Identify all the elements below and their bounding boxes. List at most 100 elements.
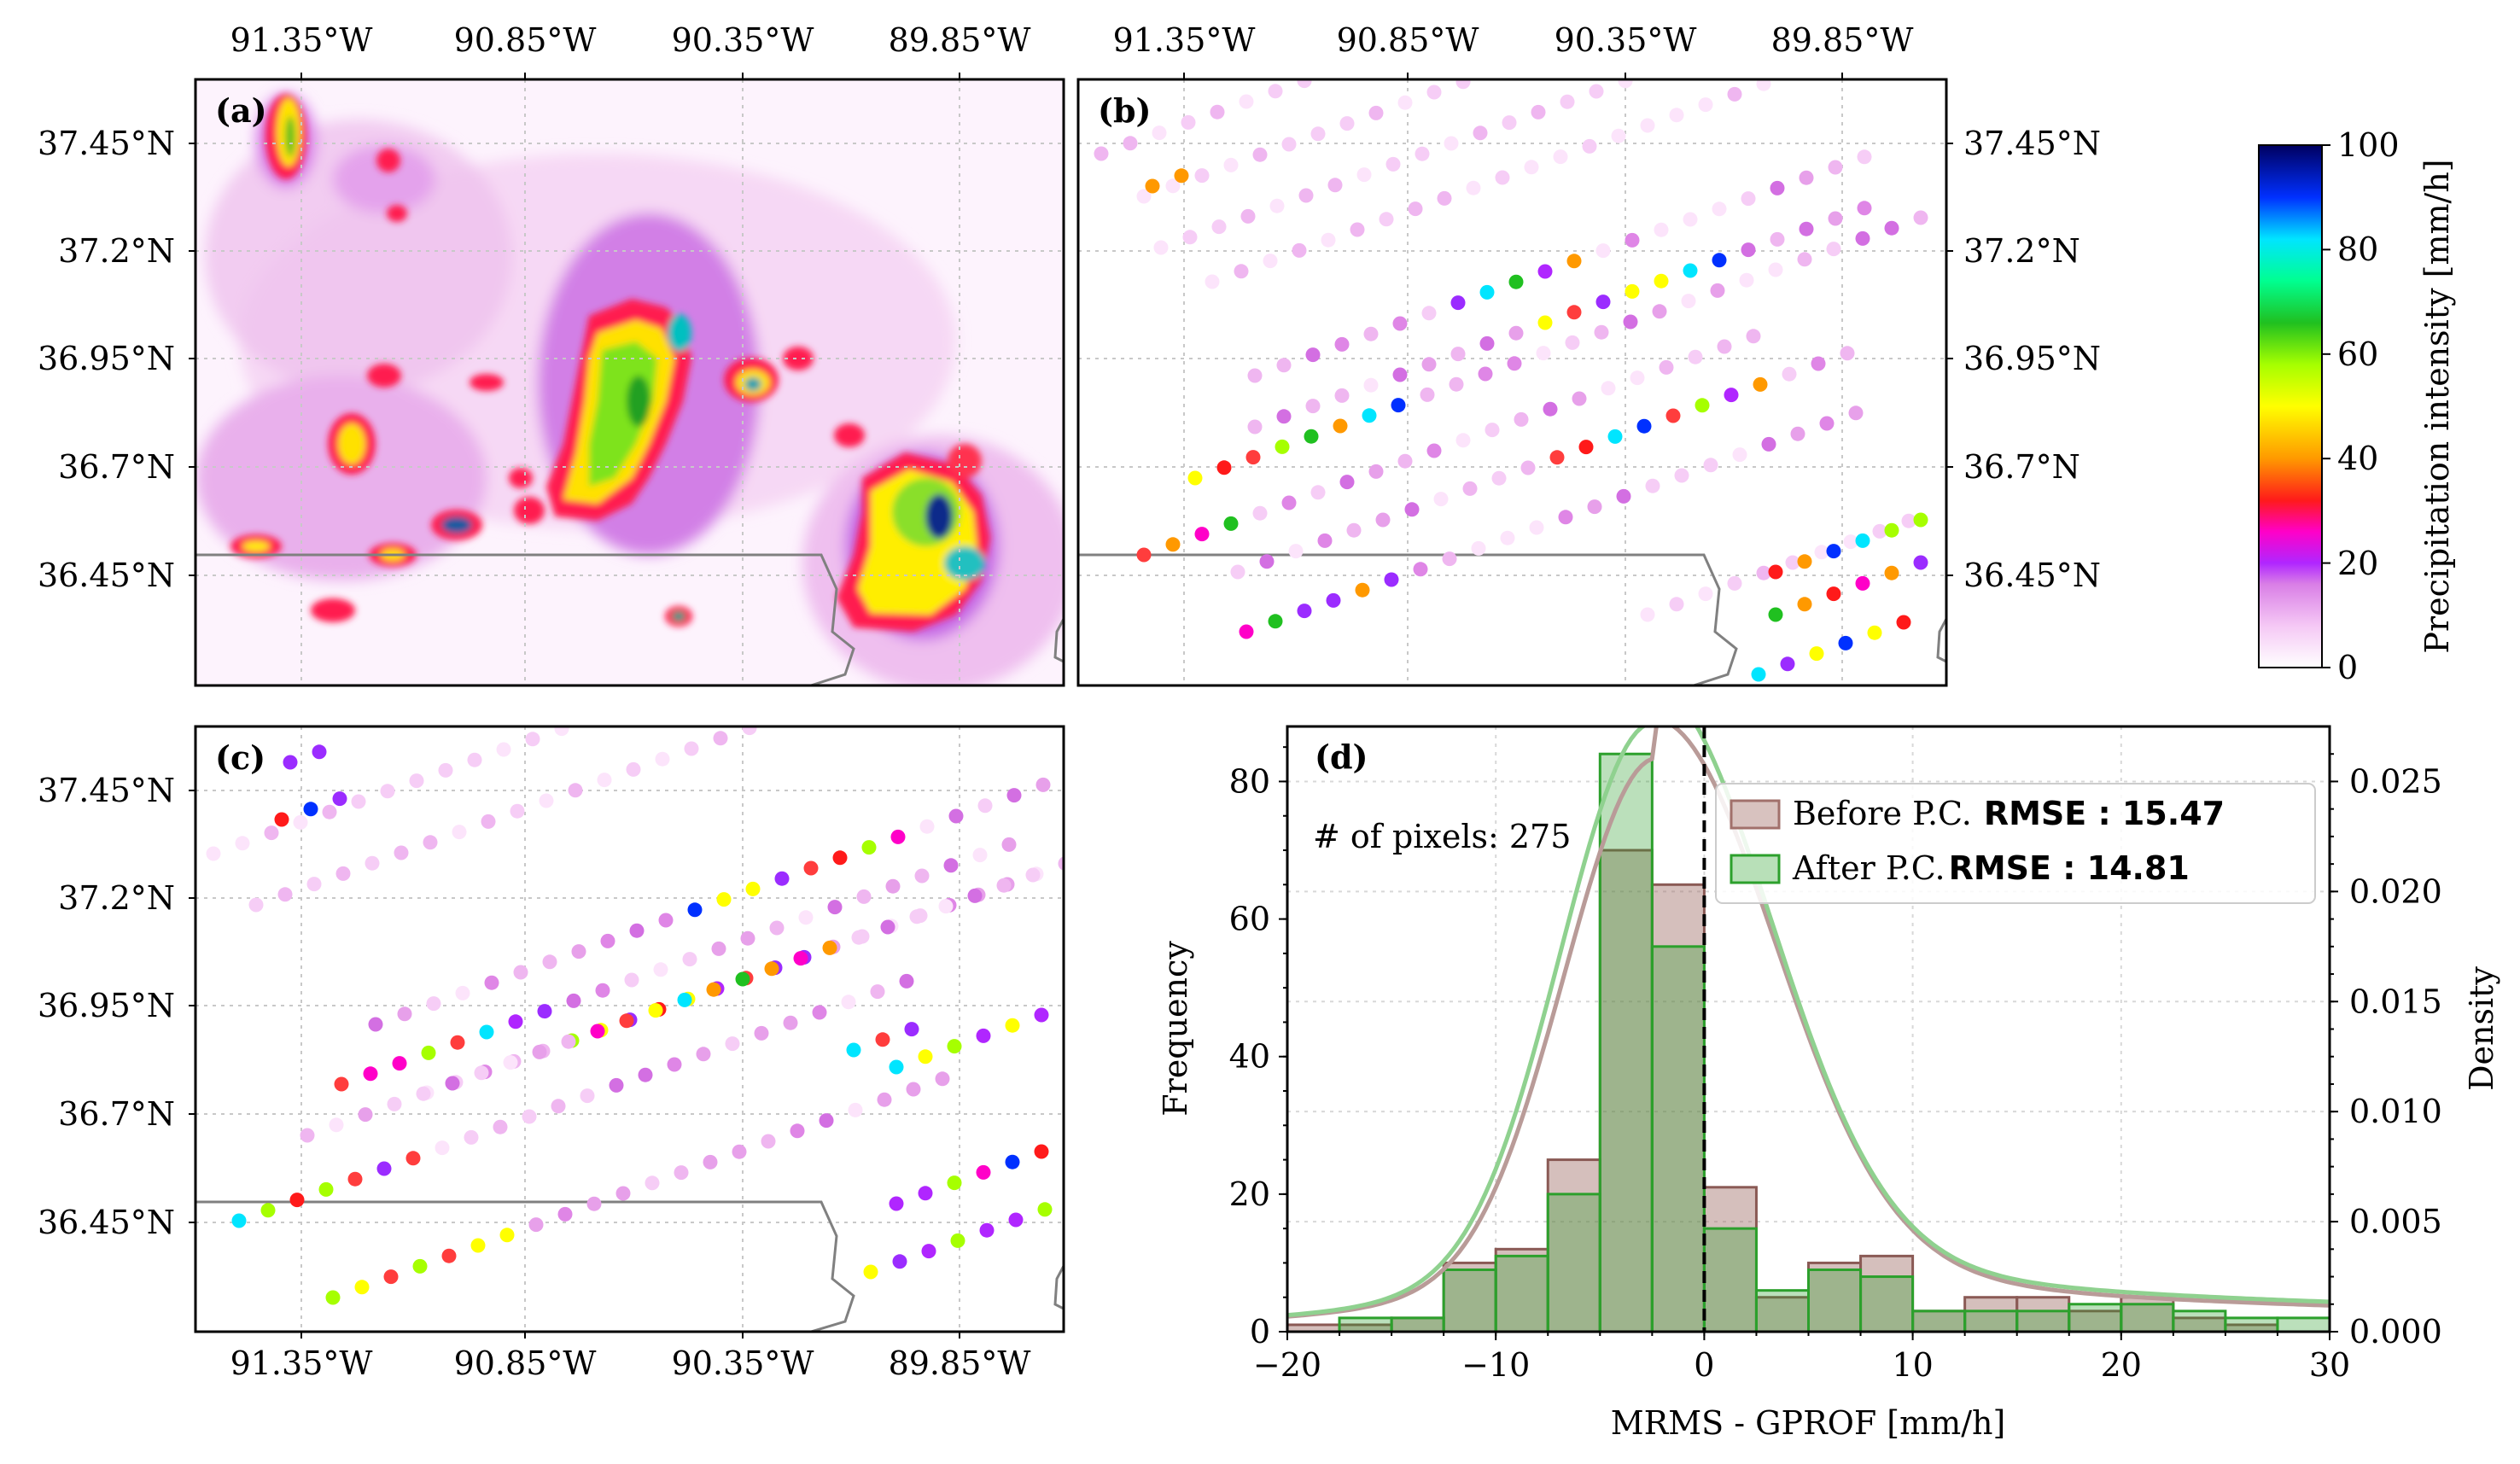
pixel-dot (1240, 208, 1256, 224)
pixel-dot (571, 944, 586, 959)
legend-swatch-before (1730, 799, 1781, 830)
pixel-dot (1780, 656, 1795, 672)
pixel-dot (1216, 460, 1232, 475)
pixel-dot (1165, 537, 1181, 552)
a-ytick-1: 37.45°N (38, 125, 175, 162)
pixel-dot (1462, 481, 1478, 496)
after-bar-4 (1494, 1254, 1549, 1332)
pixel-dot (1485, 423, 1500, 438)
pixel-dot (1205, 274, 1220, 289)
pixel-dot (1268, 84, 1283, 99)
pixel-dot (1123, 136, 1138, 151)
pixel-dot (613, 701, 627, 715)
pixel-dot (1623, 314, 1638, 330)
before-bar-4 (1494, 1247, 1549, 1332)
pixel-dot (450, 1035, 465, 1050)
pixel-dot (1732, 447, 1747, 463)
pixel-dot (783, 1015, 798, 1030)
pixel-dot (1281, 137, 1297, 152)
pixel-dot (619, 1013, 634, 1029)
pixel-dot (947, 1175, 962, 1191)
pixel-dot (438, 762, 453, 778)
pixel-dot (1578, 440, 1594, 455)
pixel-dot (1799, 170, 1814, 185)
pixel-dot (303, 802, 318, 817)
pixel-dot (947, 1039, 962, 1054)
c-ytick-4: 36.7°N (58, 1095, 175, 1133)
legend-swatch-after (1730, 854, 1781, 884)
pixel-dot (1088, 846, 1102, 860)
pixel-dot (899, 973, 914, 989)
pixel-dot (1210, 104, 1225, 120)
pixel-dot (586, 1196, 602, 1211)
c-xtick-2: 90.85°W (454, 1344, 597, 1382)
d-xtick-2: −10 (1461, 1346, 1530, 1384)
pixel-dot (455, 985, 470, 1000)
pixel-dot (1363, 326, 1379, 341)
pixel-dot (277, 887, 293, 902)
pixel-dot (1566, 254, 1582, 269)
pixel-dot (1001, 837, 1017, 852)
pixel-dot (1558, 510, 1573, 525)
pixel-dot (918, 1186, 933, 1201)
cb-tick-40: 40 (2337, 440, 2378, 477)
pixel-dot (812, 1005, 827, 1020)
pixel-dot (1471, 540, 1486, 556)
pixel-dot (1305, 347, 1321, 363)
d-ytick-right-4: 0.015 (2349, 983, 2442, 1020)
pixel-dot (1234, 264, 1249, 279)
pixel-dot (1326, 592, 1341, 608)
pixel-dot (890, 829, 906, 844)
pixel-dot (1346, 522, 1362, 538)
pixel-dot (1442, 551, 1457, 567)
pixel-dot (1761, 436, 1776, 452)
pixel-dot (1502, 115, 1517, 131)
pixel-dot (1913, 210, 1928, 225)
pixel-dot (1640, 607, 1655, 622)
pixel-dot (508, 1014, 523, 1029)
pixel-dot (1305, 399, 1321, 414)
pixel-dot (1420, 387, 1435, 402)
pixel-dot (725, 1036, 740, 1052)
pixel-dot (397, 1006, 412, 1022)
pixel-dot (551, 1099, 566, 1114)
pixel-dot (329, 1117, 344, 1133)
hist-before (1287, 849, 2279, 1332)
pixel-count: # of pixels: 275 (1313, 818, 1571, 855)
pixel-dot (1408, 201, 1423, 217)
pixel-dot (493, 1119, 508, 1134)
pixel-dot (1136, 189, 1152, 204)
gprof-pixels-c (206, 701, 1102, 1305)
pixel-dot (1857, 149, 1872, 165)
after-bar-17 (2172, 1309, 2227, 1332)
pixel-dot (590, 1024, 605, 1039)
pixel-dot (1181, 114, 1196, 130)
pixel-dot (1025, 867, 1041, 883)
a-ytick-4: 36.7°N (58, 448, 175, 486)
pixel-dot (1194, 527, 1210, 542)
pixel-dot (1799, 221, 1814, 236)
pixel-dot (503, 1055, 518, 1070)
pixel-dot (1239, 94, 1254, 109)
pixel-dot (892, 1254, 907, 1269)
pixel-dot (1259, 554, 1275, 569)
pixel-dot (1339, 475, 1355, 490)
pixel-dot (832, 850, 848, 866)
pixel-dot (600, 933, 615, 948)
pixel-dot (347, 1171, 363, 1187)
pixel-dot (312, 744, 327, 760)
pixel-dot (1174, 168, 1189, 184)
panel-b-label: (b) (1098, 91, 1152, 130)
pixel-dot (629, 923, 645, 938)
pixel-dot (1595, 243, 1611, 259)
pixel-dot (967, 888, 983, 903)
pixel-dot (1426, 85, 1442, 100)
pixel-dot (528, 1217, 544, 1233)
pixel-dot (870, 984, 885, 1000)
pixel-dot (1724, 388, 1739, 403)
after-bar-9 (1754, 1289, 1810, 1332)
after-bar-1 (1338, 1316, 1393, 1332)
pixel-dot (306, 877, 322, 892)
pixel-dot (394, 845, 409, 860)
colorbar: 0 20 40 60 80 100 Precipitation intensit… (2258, 126, 2456, 686)
